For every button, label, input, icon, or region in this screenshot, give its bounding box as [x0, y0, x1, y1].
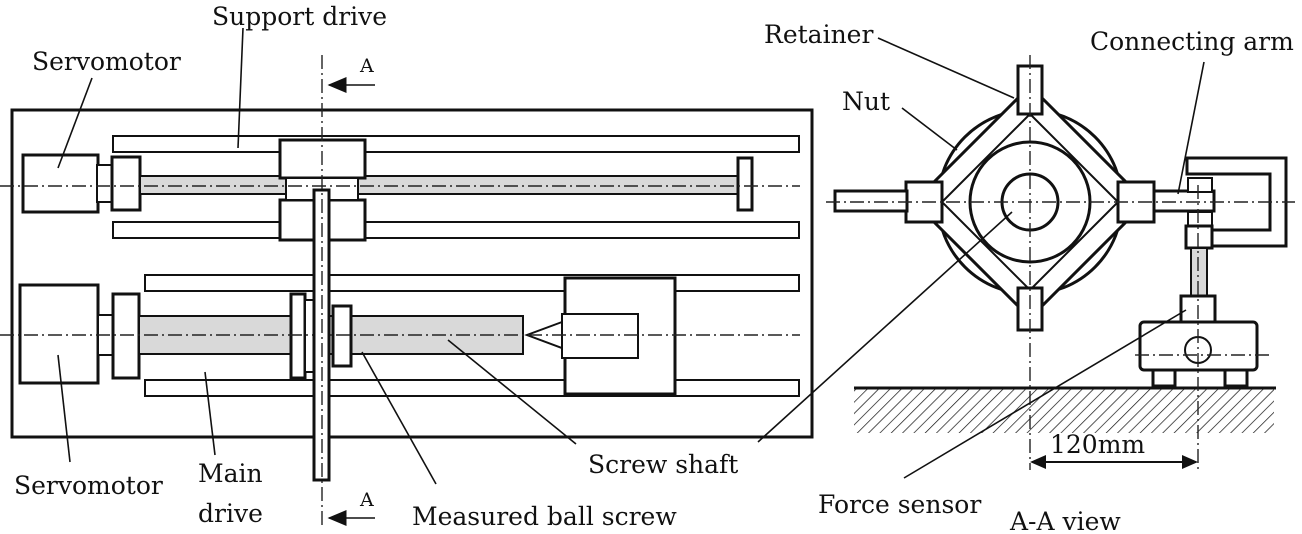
- leader-screw-shaft: [447, 339, 577, 445]
- dimension-120mm: 120mm: [1030, 430, 1198, 469]
- leader-support-drive: [237, 27, 244, 149]
- main-guide-rail-bottom: [144, 379, 800, 397]
- label-force-sensor: Force sensor: [818, 490, 981, 519]
- label-section-view: A-A view: [1009, 507, 1121, 534]
- tailstock-quill: [561, 313, 639, 359]
- leader-nut: [901, 107, 958, 151]
- ground-hatch: [854, 388, 1274, 433]
- label-servomotor-top: Servomotor: [32, 47, 181, 76]
- label-support-drive: Support drive: [212, 2, 387, 31]
- clamp-fastener-bottom: [1187, 211, 1213, 227]
- support-drive-screw: [139, 175, 741, 195]
- label-main-drive-line1: Main: [198, 459, 263, 488]
- leader-retainer: [877, 37, 1015, 99]
- base-foot-right: [1223, 368, 1249, 388]
- label-servomotor-bottom: Servomotor: [14, 471, 163, 500]
- support-guide-rail-bottom: [112, 221, 800, 239]
- leader-lines: [57, 27, 1205, 485]
- label-screw-shaft: Screw shaft: [588, 450, 738, 479]
- label-connecting-arm: Connecting arm: [1090, 27, 1294, 56]
- leader-measured-ball-screw: [361, 351, 437, 485]
- support-drive-assembly: [0, 135, 800, 242]
- main-drive-assembly: [0, 274, 800, 397]
- main-guide-rail-top: [144, 274, 800, 292]
- left-rod-stub: [833, 189, 909, 213]
- ball-screw-nut-flange-left: [289, 292, 307, 380]
- dimension-arrow-right: [1182, 455, 1198, 469]
- leader-screw-shaft-section: [757, 211, 1013, 443]
- leader-main-drive: [204, 371, 216, 456]
- support-bearing: [110, 155, 142, 212]
- main-bearing: [111, 292, 141, 380]
- label-section-mark-top: A: [359, 55, 374, 77]
- leader-force-sensor: [903, 309, 1187, 479]
- leader-connecting-arm: [1177, 61, 1205, 195]
- connecting-arm-rod: [1152, 189, 1216, 213]
- dimension-label: 120mm: [1050, 430, 1145, 459]
- leader-servomotor-bottom: [57, 354, 71, 463]
- force-sensor-rod: [1190, 247, 1208, 297]
- label-main-drive-line2: drive: [198, 499, 263, 528]
- label-retainer: Retainer: [764, 20, 873, 49]
- label-measured-ball-screw: Measured ball screw: [412, 502, 677, 531]
- force-sensor-upper-block: [1184, 224, 1214, 250]
- ball-screw-nut-body: [331, 304, 353, 368]
- connecting-arm-top-view: [312, 188, 331, 482]
- labels: Support drive Servomotor Servomotor Main…: [14, 2, 1294, 534]
- base-foot-left: [1151, 368, 1177, 388]
- leader-servomotor-top: [57, 77, 93, 169]
- clamp-fastener-top: [1187, 177, 1213, 193]
- label-section-mark-bottom: A: [359, 489, 374, 511]
- test-rig-top-view: [0, 55, 814, 526]
- support-end-bearing: [736, 156, 754, 212]
- section-line-a-a: [321, 55, 375, 526]
- section-a-a-view: 120mm: [826, 55, 1295, 470]
- label-nut: Nut: [842, 87, 890, 116]
- ground: [854, 386, 1276, 433]
- support-guide-rail-top: [112, 135, 800, 153]
- dimension-arrow-left: [1030, 455, 1046, 469]
